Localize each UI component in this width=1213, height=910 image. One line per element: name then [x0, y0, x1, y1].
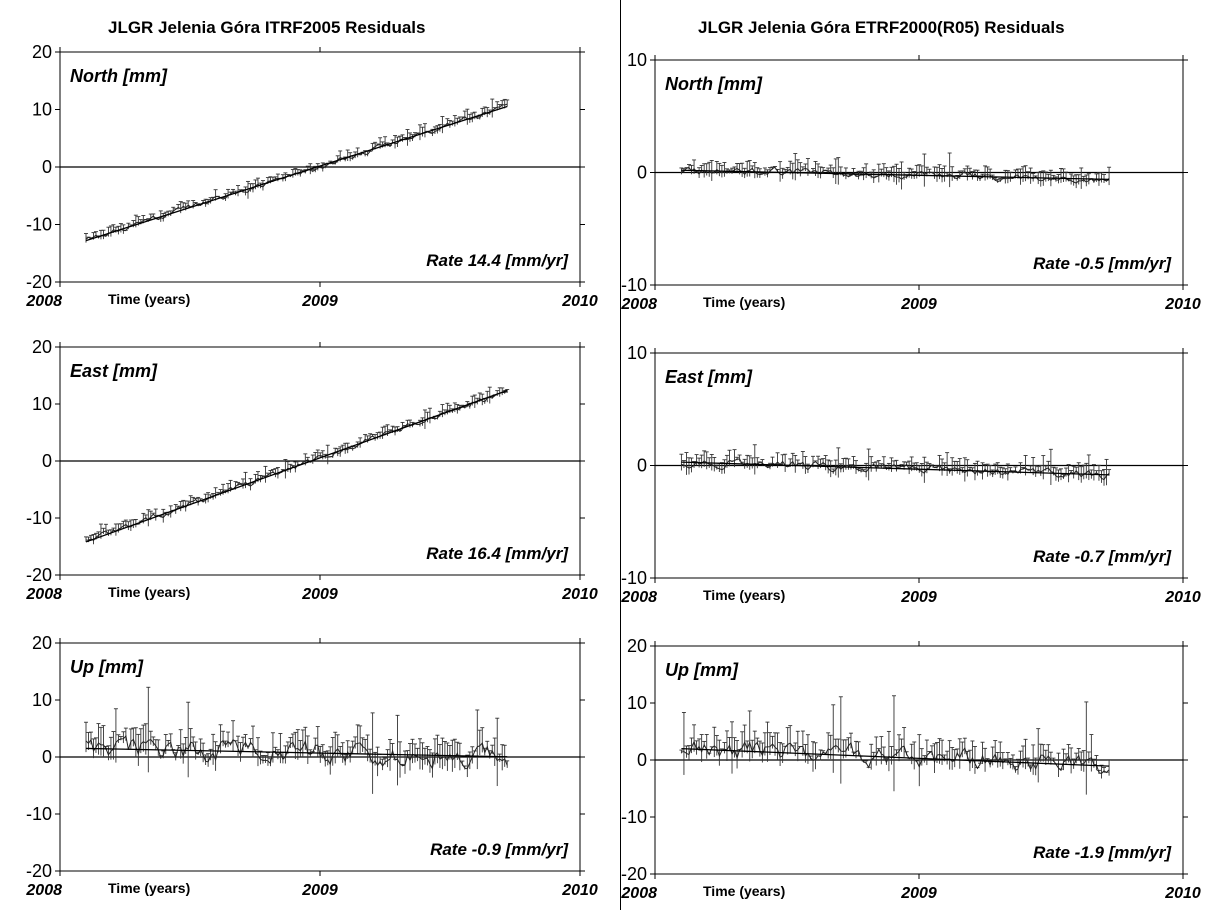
x-axis-label: Time (years) — [703, 883, 785, 899]
x-tick-label: 2010 — [1164, 589, 1201, 606]
rate-label: Rate -1.9 [mm/yr] — [1033, 843, 1172, 862]
x-tick-label: 2009 — [900, 589, 937, 606]
rate-label: Rate -0.9 [mm/yr] — [430, 840, 569, 859]
x-axis-label: Time (years) — [703, 294, 785, 310]
x-tick-label: 2010 — [561, 293, 598, 310]
y-tick-label: -20 — [26, 861, 52, 881]
component-label: North [mm] — [70, 66, 168, 86]
x-tick-label: 2010 — [561, 882, 598, 899]
x-tick-label: 2009 — [900, 296, 937, 313]
x-tick-label: 2008 — [25, 882, 62, 899]
y-tick-label: 20 — [32, 42, 52, 62]
trend-line — [681, 461, 1110, 476]
rate-label: Rate 16.4 [mm/yr] — [426, 544, 569, 563]
y-tick-label: -10 — [26, 804, 52, 824]
y-tick-label: 0 — [637, 750, 647, 770]
y-tick-label: 10 — [32, 394, 52, 414]
trend-line — [85, 747, 508, 758]
component-label: East [mm] — [665, 367, 753, 387]
x-axis-label: Time (years) — [703, 587, 785, 603]
residual-series-line — [681, 458, 1110, 481]
x-tick-label: 2009 — [900, 885, 937, 902]
column-divider — [620, 0, 621, 910]
y-tick-label: -10 — [621, 568, 647, 588]
trend-line — [85, 389, 508, 543]
y-tick-label: 0 — [637, 163, 647, 183]
component-label: Up [mm] — [665, 660, 739, 680]
trend-line — [681, 747, 1110, 767]
x-tick-label: 2009 — [301, 586, 338, 603]
left-column-title: JLGR Jelenia Góra ITRF2005 Residuals — [108, 18, 426, 37]
y-tick-label: 20 — [627, 636, 647, 656]
y-tick-label: 10 — [627, 50, 647, 70]
x-tick-label: 2008 — [620, 885, 657, 902]
x-tick-label: 2010 — [1164, 296, 1201, 313]
rate-label: Rate -0.7 [mm/yr] — [1033, 547, 1172, 566]
x-tick-label: 2010 — [561, 586, 598, 603]
x-tick-label: 2008 — [25, 293, 62, 310]
y-tick-label: -10 — [621, 275, 647, 295]
rate-label: Rate 14.4 [mm/yr] — [426, 251, 569, 270]
right-column-title: JLGR Jelenia Góra ETRF2000(R05) Residual… — [698, 18, 1065, 37]
x-tick-label: 2010 — [1164, 885, 1201, 902]
x-tick-label: 2008 — [25, 586, 62, 603]
x-tick-label: 2009 — [301, 293, 338, 310]
trend-line — [681, 169, 1110, 181]
y-tick-label: 0 — [42, 747, 52, 767]
y-tick-label: -20 — [26, 272, 52, 292]
y-tick-label: 10 — [32, 690, 52, 710]
y-tick-label: 0 — [42, 451, 52, 471]
y-tick-label: 0 — [42, 157, 52, 177]
x-axis-label: Time (years) — [108, 291, 190, 307]
y-tick-label: 10 — [627, 343, 647, 363]
y-tick-label: 0 — [637, 456, 647, 476]
y-tick-label: -20 — [621, 864, 647, 884]
component-label: Up [mm] — [70, 657, 144, 677]
y-tick-label: -10 — [26, 215, 52, 235]
y-tick-label: 20 — [32, 337, 52, 357]
x-tick-label: 2008 — [620, 589, 657, 606]
y-tick-label: -10 — [26, 508, 52, 528]
rate-label: Rate -0.5 [mm/yr] — [1033, 254, 1172, 273]
x-tick-label: 2008 — [620, 296, 657, 313]
residual-series-line — [681, 166, 1110, 184]
y-tick-label: -20 — [26, 565, 52, 585]
x-axis-label: Time (years) — [108, 880, 190, 896]
trend-line — [85, 105, 508, 242]
component-label: East [mm] — [70, 361, 158, 381]
component-label: North [mm] — [665, 74, 763, 94]
x-tick-label: 2009 — [301, 882, 338, 899]
y-tick-label: 10 — [32, 100, 52, 120]
residual-series-line — [85, 734, 508, 770]
y-tick-label: 20 — [32, 633, 52, 653]
x-axis-label: Time (years) — [108, 584, 190, 600]
y-tick-label: 10 — [627, 693, 647, 713]
y-tick-label: -10 — [621, 807, 647, 827]
